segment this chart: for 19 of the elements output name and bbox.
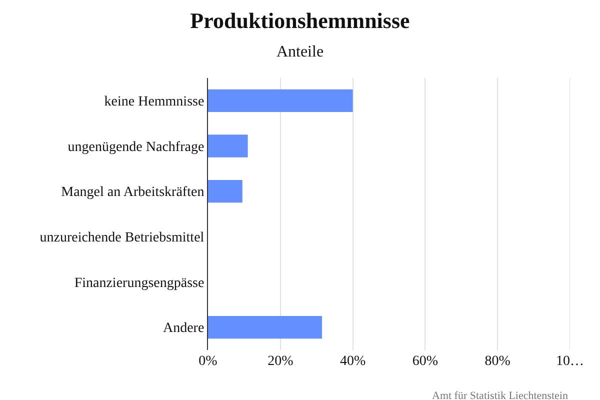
x-tick-label: 80% [484, 354, 511, 369]
x-tick-label: 40% [340, 354, 366, 369]
chart-subtitle: Anteile [276, 44, 324, 61]
x-tick-label: 60% [412, 354, 438, 369]
bar [208, 134, 248, 158]
y-tick-label: Andere [162, 321, 204, 336]
y-tick-label: Finanzierungsengpässe [74, 276, 204, 291]
x-tick-label: 10… [556, 354, 584, 369]
chart-title: Produktionshemmnisse [190, 8, 410, 33]
bar [208, 316, 322, 339]
bar [208, 180, 242, 203]
x-tick-label: 20% [268, 354, 294, 369]
x-tick-label: 0% [198, 354, 218, 369]
bar [208, 89, 353, 112]
y-tick-label: ungenügende Nachfrage [68, 140, 204, 155]
y-tick-label: keine Hemmnisse [104, 94, 204, 110]
y-tick-label: Mangel an Arbeitskräften [61, 185, 204, 200]
y-tick-label: unzureichende Betriebsmittel [40, 230, 204, 246]
text: Amt für Statistik Liechtenstein [432, 390, 568, 400]
